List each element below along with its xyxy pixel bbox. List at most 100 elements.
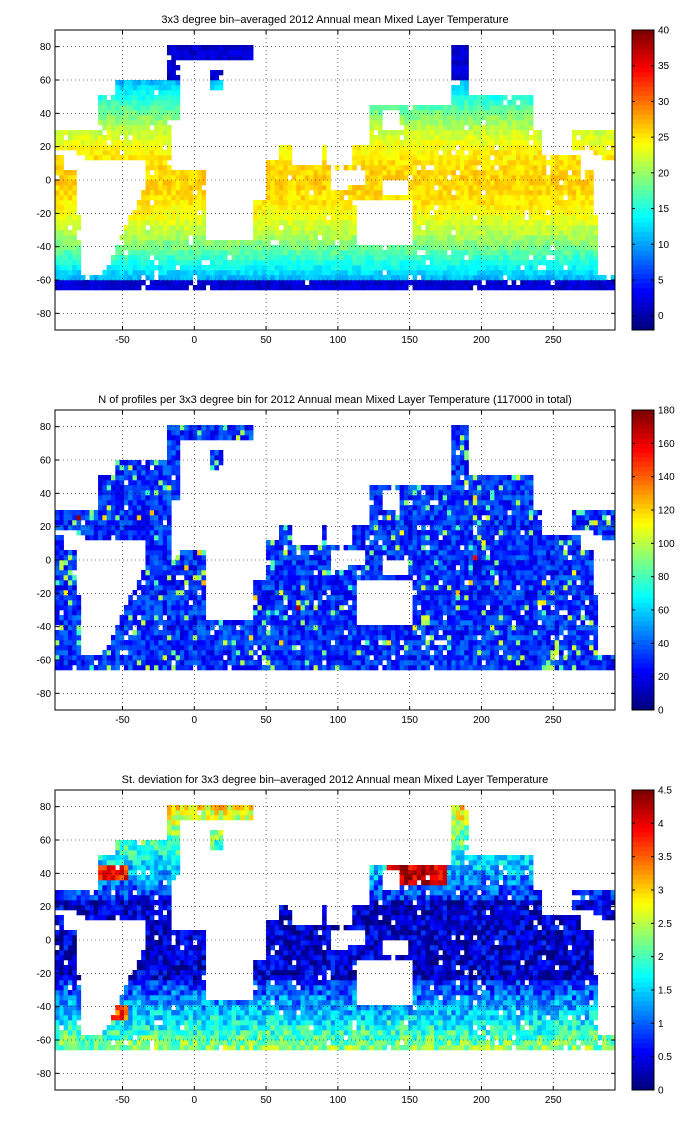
heatmap-cell — [602, 135, 607, 141]
heatmap-cell — [511, 190, 517, 196]
heatmap-cell — [421, 170, 426, 176]
heatmap-cell — [524, 180, 530, 186]
heatmap-cell — [584, 200, 590, 206]
heatmap-cell — [494, 225, 499, 231]
heatmap-cell — [85, 535, 90, 541]
heatmap-cell — [162, 650, 168, 656]
heatmap-cell — [296, 630, 301, 636]
heatmap-cell — [511, 245, 517, 251]
heatmap-cell — [158, 595, 163, 601]
heatmap-cell — [132, 95, 138, 101]
heatmap-cell — [128, 230, 133, 236]
heatmap-cell — [287, 585, 293, 591]
heatmap-cell — [119, 525, 125, 531]
heatmap-cell — [119, 615, 125, 621]
heatmap-cell — [515, 215, 521, 221]
heatmap-cell — [266, 170, 271, 176]
heatmap-cell — [149, 260, 155, 266]
heatmap-cell — [72, 630, 77, 636]
heatmap-cell — [67, 130, 73, 136]
heatmap-cell — [287, 560, 293, 566]
heatmap-cell — [442, 215, 448, 221]
heatmap-cell — [123, 485, 129, 491]
heatmap-cell — [115, 80, 120, 86]
heatmap-cell — [464, 265, 469, 271]
heatmap-cell — [309, 170, 314, 176]
heatmap-cell — [455, 70, 461, 76]
heatmap-cell — [576, 280, 581, 286]
heatmap-cell — [576, 165, 581, 171]
heatmap-cell — [115, 635, 120, 641]
heatmap-cell — [498, 270, 504, 276]
heatmap-cell — [257, 285, 263, 291]
heatmap-cell — [335, 245, 340, 251]
heatmap-cell — [149, 525, 155, 531]
heatmap-cell — [188, 55, 194, 61]
heatmap-cell — [472, 205, 478, 211]
heatmap-cell — [494, 195, 499, 201]
heatmap-cell — [503, 190, 508, 196]
heatmap-cell — [442, 185, 448, 191]
heatmap-cell — [515, 175, 521, 181]
heatmap-cell — [197, 555, 202, 561]
heatmap-cell — [154, 615, 159, 621]
heatmap-cell — [210, 240, 215, 246]
heatmap-cell — [391, 280, 396, 286]
heatmap-cell — [369, 160, 375, 166]
colorbar-segment — [632, 76, 654, 82]
heatmap-cell — [76, 635, 82, 641]
heatmap-cell — [464, 90, 469, 96]
heatmap-cell — [55, 610, 60, 616]
heatmap-cell — [171, 195, 176, 201]
heatmap-cell — [123, 640, 129, 646]
heatmap-cell — [55, 575, 60, 581]
heatmap-cell — [235, 280, 241, 286]
heatmap-cell — [459, 270, 465, 276]
heatmap-cell — [67, 640, 73, 646]
heatmap-cell — [563, 280, 568, 286]
heatmap-cell — [154, 240, 159, 246]
heatmap-cell — [266, 640, 271, 646]
heatmap-cell — [515, 140, 521, 146]
heatmap-cell — [477, 230, 482, 236]
heatmap-cell — [515, 230, 521, 236]
heatmap-cell — [291, 180, 297, 186]
heatmap-cell — [72, 515, 77, 521]
heatmap-cell — [296, 215, 301, 221]
heatmap-cell — [141, 235, 146, 241]
heatmap-cell — [266, 545, 271, 551]
heatmap-cell — [559, 200, 564, 206]
heatmap-cell — [270, 625, 275, 631]
heatmap-cell — [459, 170, 465, 176]
heatmap-cell — [533, 140, 538, 146]
heatmap-cell — [365, 270, 370, 276]
heatmap-cell — [227, 55, 232, 61]
heatmap-cell — [382, 150, 387, 156]
heatmap-cell — [503, 165, 508, 171]
heatmap-cell — [158, 510, 163, 516]
heatmap-cell — [490, 195, 495, 201]
heatmap-cell — [408, 160, 413, 166]
heatmap-cell — [537, 190, 543, 196]
heatmap-cell — [279, 535, 284, 541]
heatmap-cell — [287, 555, 293, 561]
heatmap-cell — [464, 240, 469, 246]
heatmap-cell — [102, 150, 107, 156]
heatmap-cell — [442, 220, 448, 226]
heatmap-cell — [257, 210, 263, 216]
heatmap-cell — [373, 160, 379, 166]
heatmap-cell — [184, 600, 189, 606]
heatmap-cell — [455, 220, 461, 226]
heatmap-cell — [115, 260, 120, 266]
heatmap-cell — [287, 260, 293, 266]
heatmap-cell — [63, 585, 69, 591]
heatmap-cell — [257, 655, 263, 661]
colorbar-tick-label: 35 — [658, 61, 670, 72]
heatmap-cell — [343, 255, 349, 261]
heatmap-cell — [106, 135, 112, 141]
heatmap-cell — [322, 195, 327, 201]
heatmap-cell — [511, 270, 517, 276]
heatmap-cell — [175, 635, 181, 641]
heatmap-cell — [403, 165, 409, 171]
heatmap-cell — [399, 170, 405, 176]
